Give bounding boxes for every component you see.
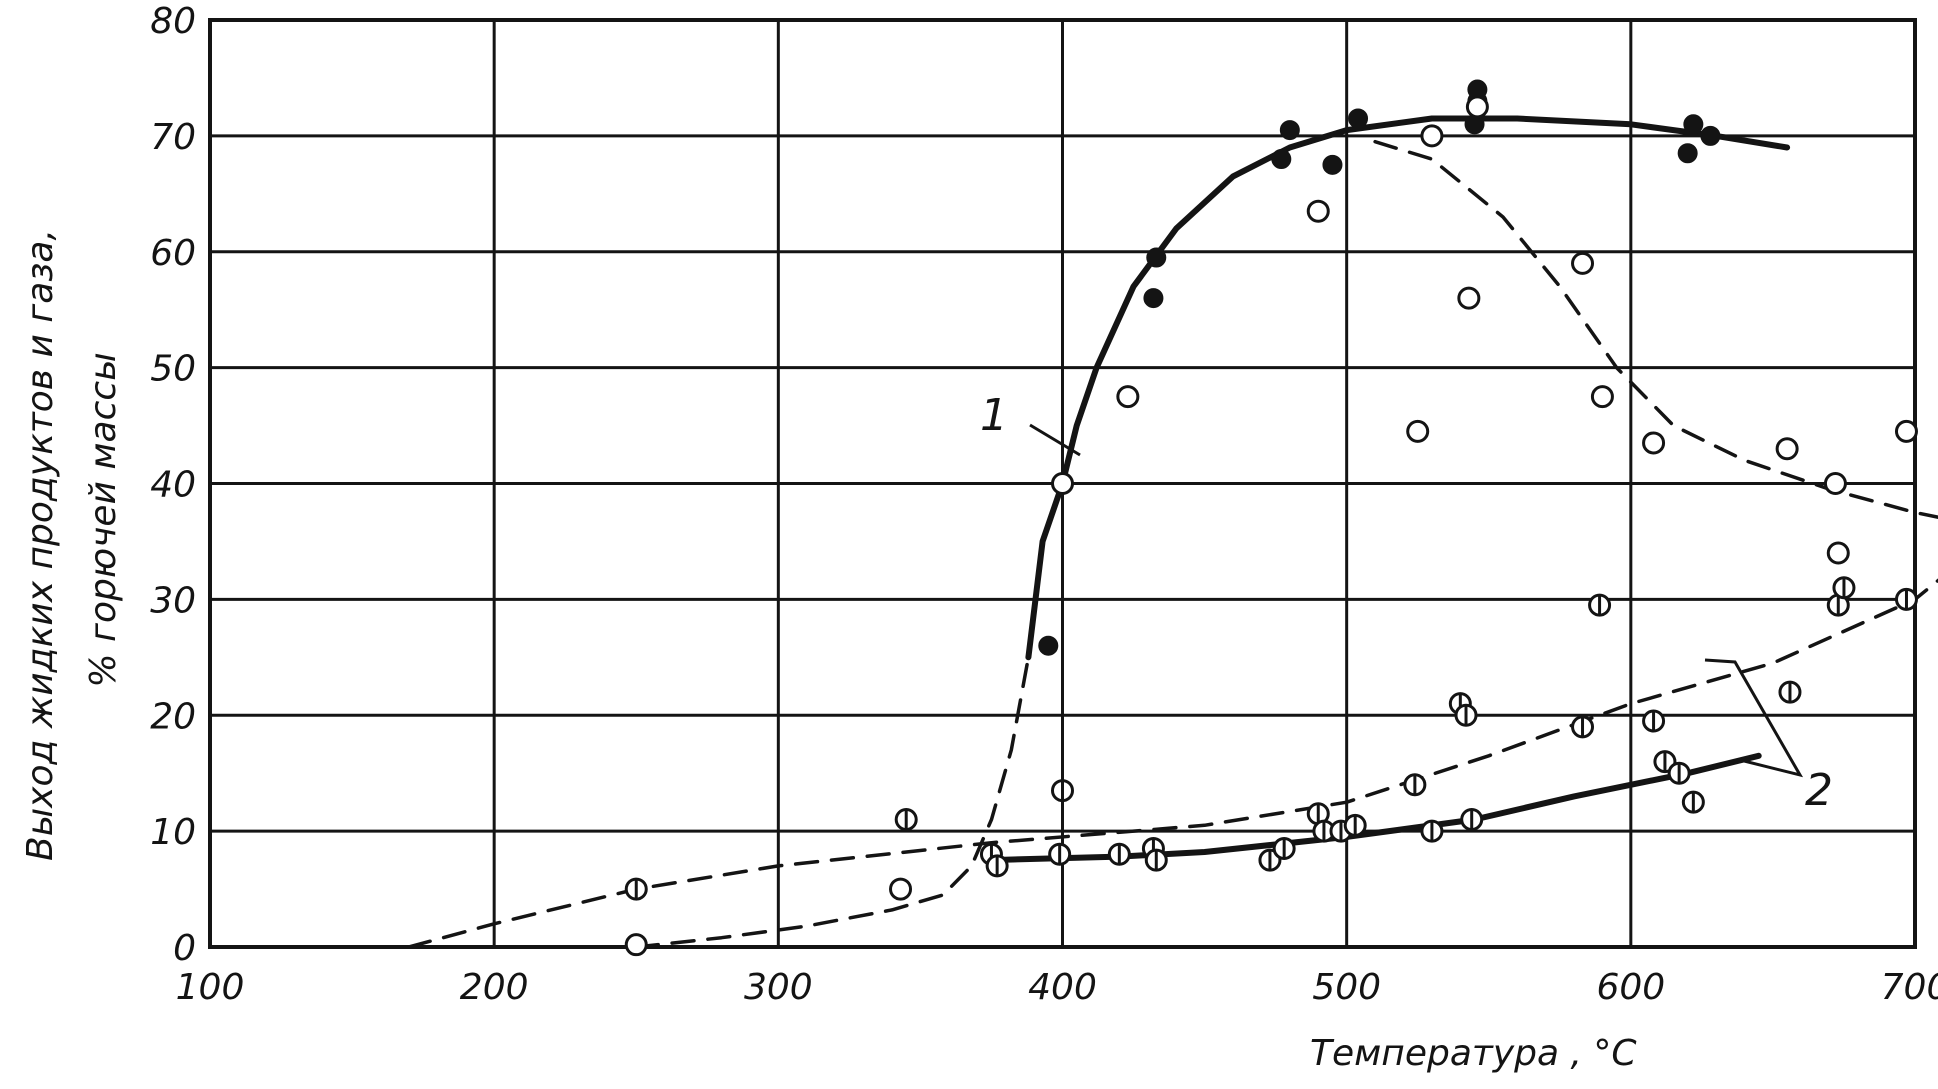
point-crossed [1832,576,1856,600]
point-crossed [1681,790,1705,814]
annotation-1-label: 1 [980,390,1008,441]
point-filled [1038,635,1059,656]
point-crossed [1420,819,1444,843]
point-open [1826,541,1850,565]
x-tick-label: 400 [1028,967,1097,1008]
x-tick-label: 300 [744,967,813,1008]
y-tick-label: 40 [150,465,196,506]
y-tick-label: 60 [150,233,196,274]
point-open [1894,419,1918,443]
point-filled [1348,108,1369,129]
curve-2 [634,655,1031,949]
point-crossed [1588,593,1612,617]
y-tick-label: 20 [150,696,196,737]
point-crossed [1048,842,1072,866]
point-open [1465,95,1489,119]
point-crossed [1403,773,1427,797]
point-crossed [1107,842,1131,866]
point-crossed [1343,813,1367,837]
point-crossed [624,877,648,901]
point-open [624,933,648,957]
point-crossed [1272,837,1296,861]
point-filled [1271,149,1292,170]
annotation-1-leader [1029,423,1081,457]
point-crossed [1642,709,1666,733]
x-tick-labels: 100 200 300 400 500 600 700 [176,967,1938,1008]
x-tick-label: 200 [460,967,529,1008]
point-open [1571,251,1595,275]
curve-1 [1025,115,1791,661]
y-tick-label: 10 [150,812,196,853]
x-tick-label: 600 [1596,967,1665,1008]
point-open [889,877,913,901]
point-open [1642,431,1666,455]
point-filled [1279,120,1300,141]
point-filled [1143,288,1164,309]
y-axis-title-line-2: % горючей массы [83,352,124,687]
x-tick-label: 100 [176,967,245,1008]
x-axis-title: Температура , °C [1310,1033,1637,1074]
point-crossed [985,854,1009,878]
y-tick-label: 80 [150,1,196,42]
point-crossed [1051,779,1074,803]
y-axis-title-line-1: Выход жидких продуктов и газа, [20,229,61,861]
grid [208,18,1917,949]
plot-frame [208,18,1917,949]
x-tick-label: 700 [1881,967,1938,1008]
annotation-2-label: 2 [1805,765,1833,816]
markers [624,79,1918,957]
point-open [1457,286,1481,310]
point-filled [1683,114,1704,135]
curve-5 [988,752,1762,864]
y-tick-label: 30 [150,580,196,621]
point-open [1116,385,1140,409]
point-open [1775,437,1799,461]
point-filled [1146,247,1167,268]
point-crossed [1460,808,1484,832]
curve-4 [407,578,1938,949]
point-crossed [1778,680,1802,704]
y-tick-label: 70 [150,117,196,158]
curves [407,115,1938,949]
point-open [1590,385,1614,409]
point-crossed [1454,703,1478,727]
y-tick-label: 0 [173,928,196,969]
point-open [1823,472,1847,495]
y-tick-labels: 0 10 20 30 40 50 60 70 80 [150,1,196,969]
point-open [1406,419,1430,443]
point-filled [1700,125,1721,146]
point-open [1420,124,1444,148]
x-tick-label: 500 [1312,967,1381,1008]
point-filled [1322,154,1343,175]
point-filled [1677,143,1698,164]
point-crossed [1571,715,1595,739]
annotation-2-leader [1704,658,1804,778]
curve-3 [1373,139,1938,519]
point-crossed [1667,761,1691,785]
point-open [1051,472,1074,495]
point-crossed [1894,587,1918,611]
point-crossed [1144,848,1168,872]
y-tick-label: 50 [150,349,196,390]
point-open [1306,199,1330,223]
point-crossed [894,808,918,832]
